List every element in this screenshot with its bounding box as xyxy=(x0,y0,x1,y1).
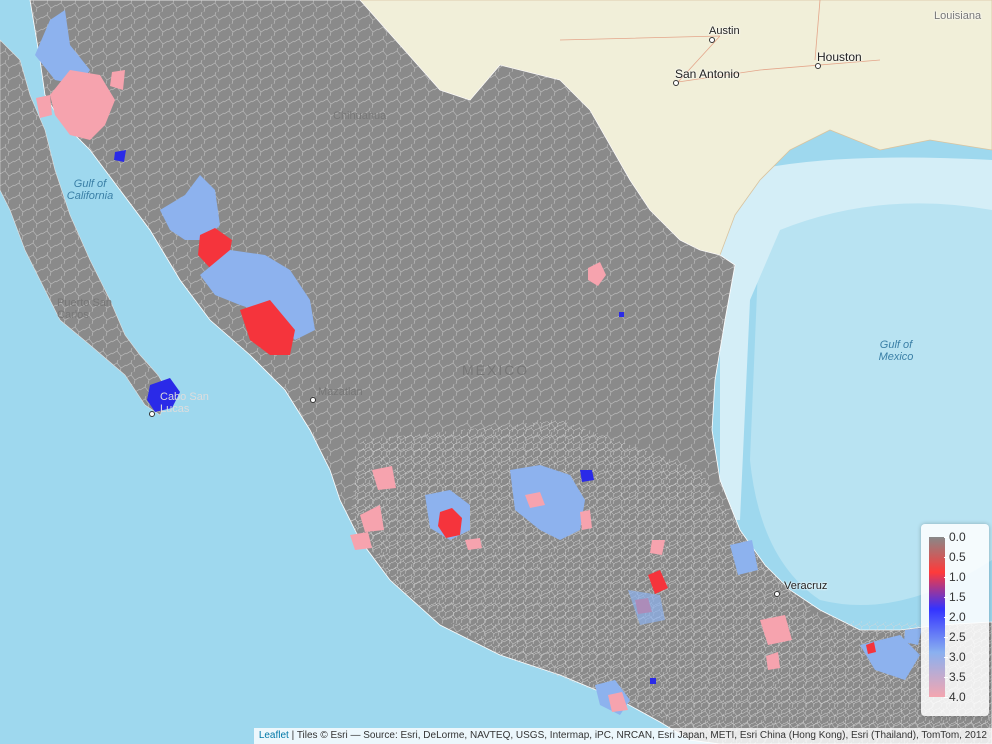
region-sonora-west[interactable] xyxy=(36,95,52,118)
region-sinaloa-north[interactable] xyxy=(160,175,220,240)
legend-tick-label: 3.0 xyxy=(944,650,966,664)
region-leon[interactable] xyxy=(465,538,482,550)
region-chiapas[interactable] xyxy=(904,628,922,645)
region-tabasco[interactable] xyxy=(860,635,920,680)
label-veracruz: Veracruz xyxy=(784,580,828,592)
label-austin: Austin xyxy=(709,25,740,37)
choropleth-regions[interactable] xyxy=(35,10,922,715)
baja-borders xyxy=(0,40,170,415)
region-sanluis[interactable] xyxy=(580,470,594,482)
region-acapulco[interactable] xyxy=(608,692,628,712)
label-gulf-of-california: Gulf of California xyxy=(66,178,114,202)
legend-tick-label: 4.0 xyxy=(944,690,966,704)
color-legend: 0.0 0.5 1.0 1.5 2.0 2.5 3.0 3.5 4.0 xyxy=(921,524,989,716)
legend-tick-label: 1.5 xyxy=(944,590,966,604)
region-mexico-city-3[interactable] xyxy=(628,590,665,625)
region-zacatecas[interactable] xyxy=(510,465,585,540)
region-monterrey[interactable] xyxy=(619,312,624,317)
region-coahuila[interactable] xyxy=(588,262,606,286)
region-mexico-city-1[interactable] xyxy=(648,570,668,594)
region-tabasco-red[interactable] xyxy=(866,642,876,654)
region-hermosillo[interactable] xyxy=(50,70,115,140)
region-veracruz-c[interactable] xyxy=(760,615,792,645)
label-cabo: Cabo San Lucas xyxy=(160,391,209,415)
region-sinaloa-central[interactable] xyxy=(200,250,315,340)
texas-roads xyxy=(559,0,881,83)
region-hidalgo[interactable] xyxy=(650,540,665,555)
region-sonora-north[interactable] xyxy=(35,10,90,85)
label-san-antonio: San Antonio xyxy=(675,67,740,81)
region-jalisco-n[interactable] xyxy=(360,505,384,532)
legend-tick-label: 2.5 xyxy=(944,630,966,644)
label-puerto: Puerto San Carlos xyxy=(57,297,113,321)
legend-color-bar xyxy=(929,537,945,697)
gulf-of-mexico-deep xyxy=(750,193,992,606)
region-oaxaca[interactable] xyxy=(650,678,656,684)
region-sonora-east[interactable] xyxy=(110,70,125,90)
region-guadalajara[interactable] xyxy=(438,508,462,538)
label-louisiana: Louisiana xyxy=(934,10,982,22)
legend-tick-label: 0.0 xyxy=(944,530,966,544)
legend-tick-label: 2.0 xyxy=(944,610,966,624)
leaflet-link[interactable]: Leaflet xyxy=(258,730,289,741)
region-veracruz-n[interactable] xyxy=(730,540,758,575)
region-aguascalientes[interactable] xyxy=(525,492,545,508)
region-veracruz-s[interactable] xyxy=(766,652,780,670)
label-mazatlan: Mazatlan xyxy=(318,386,363,398)
label-houston: Houston xyxy=(817,50,862,64)
legend-tick-label: 0.5 xyxy=(944,550,966,564)
legend-tick-label: 3.5 xyxy=(944,670,966,684)
legend-tick-label: 1.0 xyxy=(944,570,966,584)
map-attribution: Leaflet | Tiles © Esri — Source: Esri, D… xyxy=(253,728,992,744)
region-la-paz[interactable] xyxy=(147,378,180,412)
tiles-attribution-text: | Tiles © Esri — Source: Esri, DeLorme, … xyxy=(288,730,987,741)
city-markers xyxy=(149,37,821,597)
region-guaymas[interactable] xyxy=(114,150,126,162)
region-colima[interactable] xyxy=(350,532,372,550)
label-mexico: MEXICO xyxy=(462,362,530,378)
region-mazatlan[interactable] xyxy=(240,300,295,355)
label-gulf-of-mexico: Gulf of Mexico xyxy=(878,339,914,363)
municipal-borders-dense xyxy=(350,420,992,744)
region-queretaro[interactable] xyxy=(580,510,592,530)
label-chihuahua: Chihuahua xyxy=(333,110,387,122)
region-jalisco-coast[interactable] xyxy=(372,466,396,490)
